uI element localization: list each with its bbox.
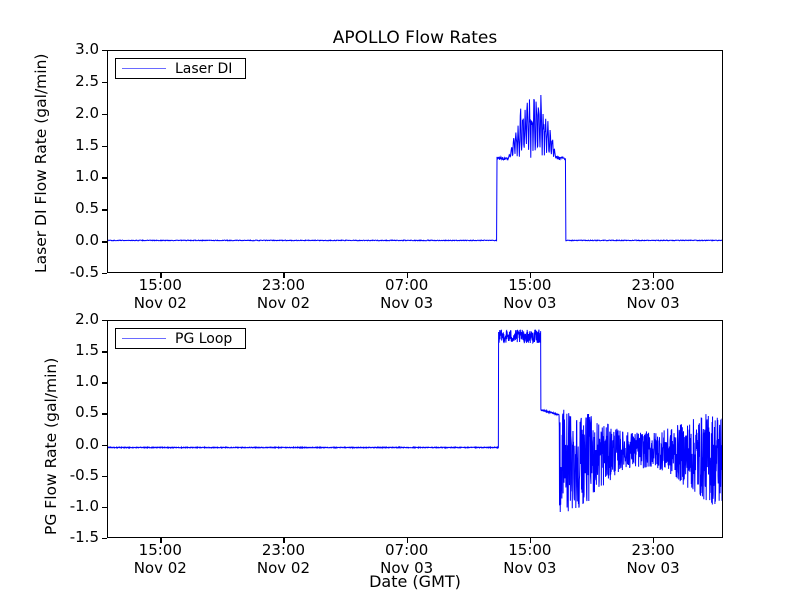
y-tick-label: 1.5: [75, 341, 99, 360]
y-tick-mark: [102, 382, 107, 384]
y-tick-label: 0.5: [75, 199, 99, 218]
x-tick-time: 23:00: [631, 541, 675, 559]
x-tick-time: 07:00: [385, 276, 429, 294]
y-tick-mark: [102, 209, 107, 211]
x-tick-time: 15:00: [508, 276, 552, 294]
x-tick-time: 23:00: [631, 276, 675, 294]
x-tick-time: 15:00: [138, 541, 182, 559]
x-tick-mark: [406, 538, 409, 543]
bottom-panel-plot-area: [107, 320, 723, 538]
x-tick-mark: [160, 273, 162, 278]
y-tick-label: -0.5: [69, 263, 99, 281]
x-axis-label: Date (GMT): [369, 572, 461, 591]
x-tick-mark: [653, 273, 655, 278]
y-tick-label: 1.0: [75, 167, 99, 186]
bottom-panel-series-svg: [108, 321, 722, 537]
x-tick-date: Nov 03: [503, 294, 557, 312]
top-panel-y-axis-label: Laser DI Flow Rate (gal/min): [32, 53, 50, 273]
y-tick-mark: [102, 413, 107, 415]
x-tick-label: 23:00 Nov 02: [238, 276, 328, 312]
y-tick-label: 2.0: [75, 103, 99, 122]
top-panel-legend-label: Laser DI: [175, 60, 233, 77]
y-tick-mark: [102, 177, 107, 179]
x-tick-mark: [529, 273, 532, 278]
x-tick-date: Nov 03: [626, 559, 680, 577]
y-tick-mark: [102, 241, 107, 243]
x-tick-time: 23:00: [261, 276, 306, 294]
x-tick-label: 15:00 Nov 03: [485, 276, 575, 312]
y-tick-label: 0.0: [75, 434, 99, 453]
y-tick-mark: [102, 506, 107, 509]
y-tick-mark: [102, 444, 107, 446]
y-tick-mark: [102, 475, 107, 478]
x-tick-time: 07:00: [385, 541, 429, 559]
x-tick-mark: [160, 538, 162, 543]
x-tick-label: 15:00 Nov 03: [485, 541, 575, 577]
y-tick-label: -1.0: [69, 496, 99, 515]
x-tick-mark: [529, 538, 532, 543]
bottom-panel-data-line: [108, 330, 722, 512]
x-tick-label: 23:00 Nov 03: [608, 276, 698, 312]
x-tick-mark: [406, 273, 409, 278]
x-tick-time: 15:00: [508, 541, 552, 559]
x-tick-time: 15:00: [138, 276, 182, 294]
y-tick-mark: [102, 81, 107, 84]
y-tick-label: 1.5: [75, 135, 99, 154]
y-tick-label: 0.0: [75, 231, 99, 250]
x-tick-label: 07:00 Nov 03: [362, 276, 452, 312]
y-tick-mark: [102, 538, 107, 540]
x-tick-mark: [653, 538, 655, 543]
y-tick-mark: [102, 113, 107, 116]
top-panel-data-line: [108, 95, 722, 241]
top-panel-series-svg: [108, 51, 722, 272]
x-tick-date: Nov 02: [133, 559, 187, 577]
y-tick-label: 2.5: [75, 71, 99, 90]
x-tick-label: 15:00 Nov 02: [115, 541, 205, 577]
top-panel-legend: Laser DI: [115, 58, 246, 79]
top-panel-plot-area: [107, 50, 723, 273]
x-tick-date: Nov 02: [256, 559, 311, 577]
bottom-panel-legend: PG Loop: [115, 328, 246, 349]
y-tick-label: -0.5: [69, 465, 99, 484]
chart-title: APOLLO Flow Rates: [332, 28, 498, 48]
x-tick-label: 07:00 Nov 03: [362, 541, 452, 577]
x-tick-date: Nov 02: [256, 294, 311, 312]
x-tick-date: Nov 03: [503, 559, 557, 577]
y-tick-label: 3.0: [75, 40, 99, 58]
y-tick-mark: [102, 351, 107, 353]
x-tick-label: 23:00 Nov 03: [608, 541, 698, 577]
y-tick-mark: [102, 145, 107, 147]
bottom-panel-legend-label: PG Loop: [175, 330, 233, 347]
x-tick-label: 15:00 Nov 02: [115, 276, 205, 312]
y-tick-label: 0.5: [75, 403, 99, 422]
x-tick-mark: [283, 538, 285, 543]
x-tick-time: 23:00: [261, 541, 306, 559]
x-tick-date: Nov 03: [626, 294, 680, 312]
y-tick-mark: [102, 273, 107, 275]
x-tick-date: Nov 03: [380, 294, 434, 312]
y-tick-label: -1.5: [69, 528, 99, 546]
x-tick-mark: [283, 273, 285, 278]
y-tick-label: 2.0: [75, 310, 99, 328]
y-tick-mark: [102, 50, 107, 52]
legend-line-swatch-icon: [122, 338, 166, 339]
x-tick-date: Nov 03: [380, 559, 434, 577]
legend-line-swatch-icon: [122, 68, 166, 69]
x-tick-label: 23:00 Nov 02: [238, 541, 328, 577]
y-tick-mark: [102, 320, 107, 322]
y-tick-label: 1.0: [75, 372, 99, 391]
x-tick-date: Nov 02: [133, 294, 187, 312]
